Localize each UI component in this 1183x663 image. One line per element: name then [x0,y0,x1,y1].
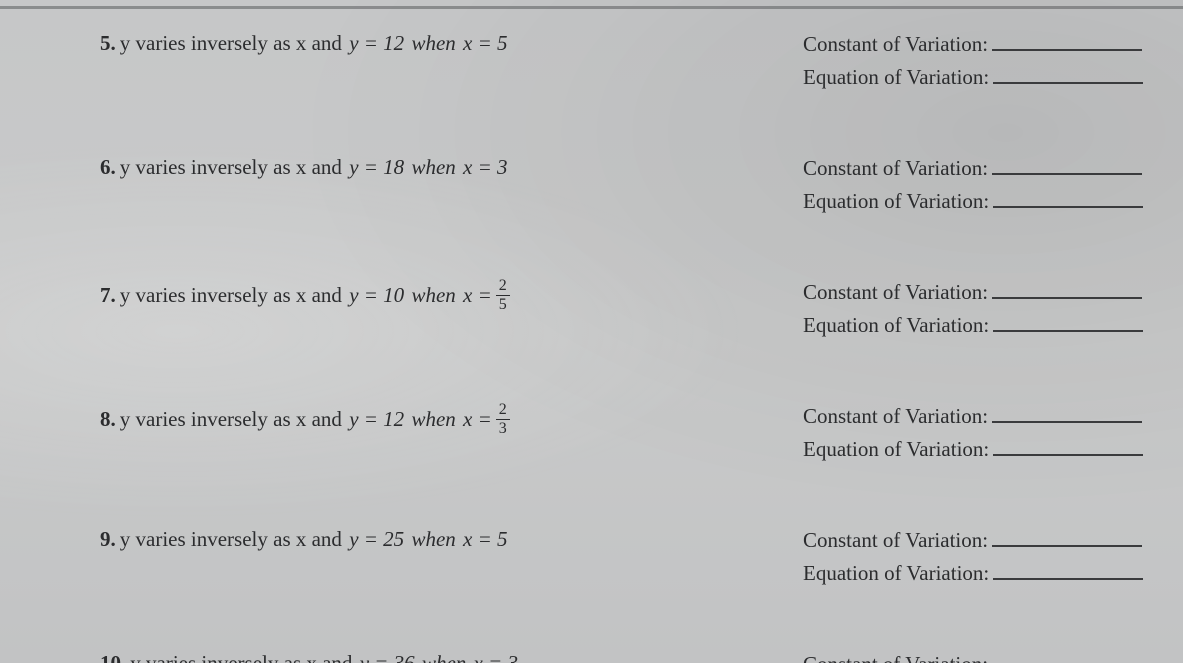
equation-blank[interactable] [993,63,1143,84]
constant-label: Constant of Variation: [803,32,988,57]
problem-row: 9. y varies inversely as x and y = 25 wh… [100,526,1143,592]
problem-row: 8. y varies inversely as x and y = 12 wh… [100,402,1143,468]
answer-block: Constant of Variation: Equation of Varia… [783,30,1143,96]
x-equation: x = 5 [461,30,510,57]
varies-text: y varies inversely as x and [120,30,342,57]
y-equation: y = 25 [347,526,406,553]
x-fraction: 2 5 [496,278,510,313]
x-equation: x = [461,282,494,309]
problem-statement: 5. y varies inversely as x and y = 12 wh… [100,30,510,57]
constant-label: Constant of Variation: [803,404,988,429]
problem-number: 8. [100,406,116,433]
y-equation: y = 10 [347,282,406,309]
problem-statement: 9. y varies inversely as x and y = 25 wh… [100,526,510,553]
problem-statement: 8. y varies inversely as x and y = 12 wh… [100,402,512,437]
when-word: when [422,650,466,663]
problem-number: 5. [100,30,116,57]
constant-blank[interactable] [992,278,1142,299]
x-equation: x = 5 [461,526,510,553]
x-fraction: 2 3 [496,402,510,437]
problem-number: 6. [100,154,116,181]
y-equation: y = 12 [347,406,406,433]
x-equation: x = 3 [472,650,521,663]
y-equation: y = 18 [347,154,406,181]
when-word: when [411,30,455,57]
when-word: when [411,406,455,433]
varies-text: y varies inversely as x and [120,526,342,553]
problem-row: 5. y varies inversely as x and y = 12 wh… [100,30,1143,96]
x-equation: x = [461,406,494,433]
varies-text: y varies inversely as x and [120,406,342,433]
constant-line: Constant of Variation: [803,526,1143,553]
when-word: when [411,154,455,181]
constant-line: Constant of Variation: [803,30,1143,57]
constant-blank[interactable] [992,154,1142,175]
when-word: when [411,526,455,553]
equation-label: Equation of Variation: [803,65,989,90]
problem-statement: 10. y varies inversely as x and y = 36 w… [100,650,520,663]
problem-number: 7. [100,282,116,309]
constant-line: Constant of Variation: [803,402,1143,429]
problem-row: 6. y varies inversely as x and y = 18 wh… [100,154,1143,220]
equation-line: Equation of Variation: [803,435,1143,462]
problem-statement: 7. y varies inversely as x and y = 10 wh… [100,278,512,313]
equation-blank[interactable] [993,311,1143,332]
constant-blank[interactable] [992,526,1142,547]
varies-text: y varies inversely as x and [120,154,342,181]
equation-line: Equation of Variation: [803,311,1143,338]
equation-line: Equation of Variation: [803,63,1143,90]
equation-blank[interactable] [993,435,1143,456]
equation-blank[interactable] [993,559,1143,580]
constant-blank[interactable] [992,650,1142,663]
y-equation: y = 12 [347,30,406,57]
fraction-numerator: 2 [496,278,510,296]
answer-block: Constant of Variation: Equation of Varia… [783,278,1143,344]
equation-line: Equation of Variation: [803,559,1143,586]
when-word: when [411,282,455,309]
equation-line: Equation of Variation: [803,187,1143,214]
constant-label: Constant of Variation: [803,652,988,663]
problem-number: 10. [100,650,126,663]
constant-label: Constant of Variation: [803,156,988,181]
fraction-denominator: 3 [499,420,507,437]
constant-line: Constant of Variation: [803,154,1143,181]
problem-row: 7. y varies inversely as x and y = 10 wh… [100,278,1143,344]
problem-row: 10. y varies inversely as x and y = 36 w… [100,650,1143,663]
constant-blank[interactable] [992,402,1142,423]
answer-block: Constant of Variation: Equation of Varia… [783,402,1143,468]
varies-text: y varies inversely as x and [130,650,352,663]
equation-label: Equation of Variation: [803,189,989,214]
x-equation: x = 3 [461,154,510,181]
answer-block: Constant of Variation: Equation of Varia… [783,154,1143,220]
constant-line: Constant of Variation: [803,650,1143,663]
constant-label: Constant of Variation: [803,280,988,305]
problem-number: 9. [100,526,116,553]
equation-label: Equation of Variation: [803,313,989,338]
constant-label: Constant of Variation: [803,528,988,553]
y-equation: y = 36 [358,650,417,663]
answer-block: Constant of Variation: Equation of Varia… [783,526,1143,592]
worksheet-page: 5. y varies inversely as x and y = 12 wh… [0,0,1183,663]
equation-label: Equation of Variation: [803,437,989,462]
equation-blank[interactable] [993,187,1143,208]
problem-statement: 6. y varies inversely as x and y = 18 wh… [100,154,510,181]
equation-label: Equation of Variation: [803,561,989,586]
answer-block: Constant of Variation: Equation of Varia… [783,650,1143,663]
fraction-denominator: 5 [499,296,507,313]
varies-text: y varies inversely as x and [120,282,342,309]
fraction-numerator: 2 [496,402,510,420]
constant-blank[interactable] [992,30,1142,51]
constant-line: Constant of Variation: [803,278,1143,305]
